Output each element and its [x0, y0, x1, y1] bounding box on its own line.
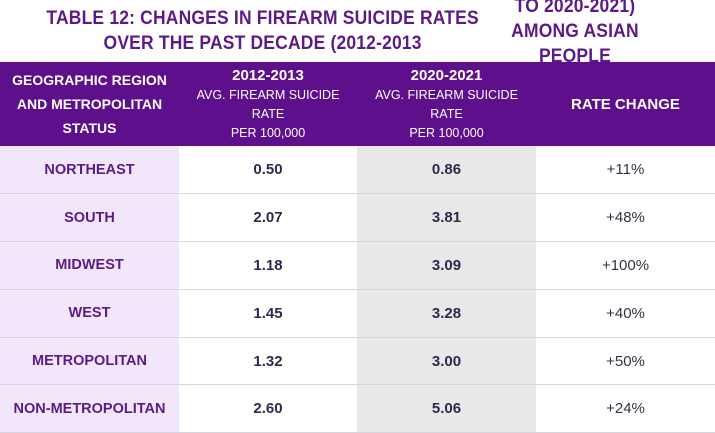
row-rate-2020-2021: 0.86 — [357, 146, 536, 195]
header-region: GEOGRAPHIC REGION AND METROPOLITAN STATU… — [0, 62, 179, 146]
row-rate-change: +50% — [536, 337, 715, 386]
header-row: GEOGRAPHIC REGION AND METROPOLITAN STATU… — [0, 62, 715, 146]
header-2020-2021: 2020-2021 AVG. FIREARM SUICIDE RATE PER … — [357, 62, 536, 146]
table-row: WEST 1.45 3.28 +40% — [0, 289, 715, 338]
row-rate-2012-2013: 1.45 — [179, 289, 357, 338]
table-body: NORTHEAST 0.50 0.86 +11% SOUTH 2.07 3.81… — [0, 146, 715, 433]
header-region-line-3: STATUS — [62, 120, 117, 136]
row-rate-2012-2013: 1.18 — [179, 241, 357, 290]
row-rate-2020-2021: 3.09 — [357, 241, 536, 290]
row-rate-change: +40% — [536, 289, 715, 338]
row-region: NON-METROPOLITAN — [0, 384, 179, 433]
table-title-line-2: TO 2020-2021) AMONG ASIAN PEOPLE — [511, 0, 639, 67]
table-title-line-1: TABLE 12: CHANGES IN FIREARM SUICIDE RAT… — [46, 8, 479, 54]
header-2020-2021-metric: AVG. FIREARM SUICIDE RATE — [375, 88, 518, 121]
header-2012-2013: 2012-2013 AVG. FIREARM SUICIDE RATE PER … — [179, 62, 357, 146]
header-2020-2021-unit: PER 100,000 — [409, 126, 484, 140]
row-rate-2012-2013: 2.07 — [179, 193, 357, 243]
row-region: MIDWEST — [0, 241, 179, 290]
table-row: NORTHEAST 0.50 0.86 +11% — [0, 146, 715, 195]
table-row: NON-METROPOLITAN 2.60 5.06 +24% — [0, 384, 715, 433]
row-rate-change: +48% — [536, 193, 715, 243]
row-rate-2020-2021: 5.06 — [357, 384, 536, 433]
row-region: SOUTH — [0, 193, 179, 243]
row-rate-2012-2013: 1.32 — [179, 337, 357, 386]
table-row: SOUTH 2.07 3.81 +48% — [0, 193, 715, 243]
header-2012-2013-metric: AVG. FIREARM SUICIDE RATE — [196, 88, 340, 121]
table-header: GEOGRAPHIC REGION AND METROPOLITAN STATU… — [0, 62, 715, 146]
table-row: METROPOLITAN 1.32 3.00 +50% — [0, 337, 715, 386]
header-region-line-1: GEOGRAPHIC REGION — [12, 72, 167, 88]
row-rate-2020-2021: 3.00 — [357, 337, 536, 386]
table-title: TABLE 12: CHANGES IN FIREARM SUICIDE RAT… — [29, 0, 687, 67]
row-region: NORTHEAST — [0, 146, 179, 195]
header-region-line-2: AND METROPOLITAN — [16, 96, 163, 112]
row-region: WEST — [0, 289, 179, 338]
row-rate-2020-2021: 3.81 — [357, 193, 536, 243]
row-region: METROPOLITAN — [0, 337, 179, 386]
header-rate-change-label: RATE CHANGE — [571, 95, 680, 113]
header-2012-2013-years: 2012-2013 — [232, 67, 304, 84]
firearm-suicide-rates-table: GEOGRAPHIC REGION AND METROPOLITAN STATU… — [0, 62, 715, 433]
row-rate-change: +11% — [536, 146, 715, 195]
row-rate-2020-2021: 3.28 — [357, 289, 536, 338]
table-row: MIDWEST 1.18 3.09 +100% — [0, 241, 715, 290]
header-2012-2013-unit: PER 100,000 — [230, 126, 306, 140]
row-rate-2012-2013: 0.50 — [179, 146, 357, 195]
row-rate-change: +100% — [536, 241, 715, 290]
row-rate-2012-2013: 2.60 — [179, 384, 357, 433]
header-2020-2021-years: 2020-2021 — [410, 67, 483, 84]
row-rate-change: +24% — [536, 384, 715, 433]
header-rate-change: RATE CHANGE — [536, 62, 715, 146]
